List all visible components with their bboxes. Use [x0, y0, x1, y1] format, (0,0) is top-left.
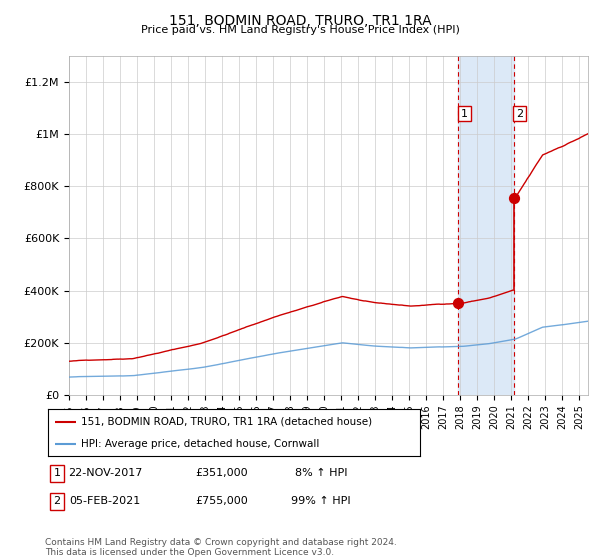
Text: 22-NOV-2017: 22-NOV-2017 — [68, 468, 142, 478]
Text: Contains HM Land Registry data © Crown copyright and database right 2024.
This d: Contains HM Land Registry data © Crown c… — [45, 538, 397, 557]
Text: 2: 2 — [516, 109, 523, 119]
Text: £755,000: £755,000 — [196, 496, 248, 506]
Text: HPI: Average price, detached house, Cornwall: HPI: Average price, detached house, Corn… — [82, 438, 320, 449]
Text: 8% ↑ HPI: 8% ↑ HPI — [295, 468, 347, 478]
Point — [509, 194, 518, 203]
Text: 151, BODMIN ROAD, TRURO, TR1 1RA (detached house): 151, BODMIN ROAD, TRURO, TR1 1RA (detach… — [82, 417, 373, 427]
Point — [454, 299, 463, 308]
Text: 1: 1 — [461, 109, 468, 119]
Text: Price paid vs. HM Land Registry's House Price Index (HPI): Price paid vs. HM Land Registry's House … — [140, 25, 460, 35]
Bar — [458, 56, 514, 395]
Text: 151, BODMIN ROAD, TRURO, TR1 1RA: 151, BODMIN ROAD, TRURO, TR1 1RA — [169, 14, 431, 28]
Text: 2: 2 — [53, 496, 61, 506]
Text: 1: 1 — [53, 468, 61, 478]
Text: 99% ↑ HPI: 99% ↑ HPI — [291, 496, 351, 506]
Text: £351,000: £351,000 — [196, 468, 248, 478]
Text: 05-FEB-2021: 05-FEB-2021 — [70, 496, 140, 506]
